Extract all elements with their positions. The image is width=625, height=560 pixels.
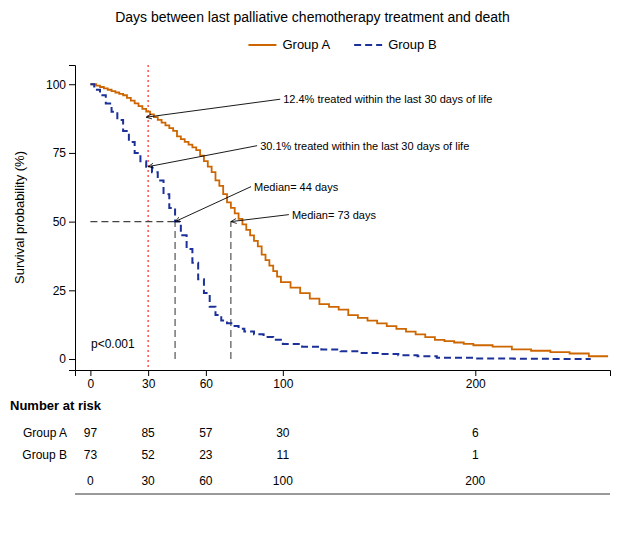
y-tick-mark xyxy=(69,153,75,154)
legend-item: Group A xyxy=(248,37,330,52)
x-axis: 0 30 60 100 200 xyxy=(76,370,611,391)
reference-line xyxy=(90,221,175,222)
risk-time-label: 60 xyxy=(199,474,213,488)
risk-row-label: Group A xyxy=(23,426,67,440)
x-tick: 100 xyxy=(273,370,293,391)
x-tick: 0 xyxy=(88,370,95,391)
annotation: 12.4% treated within the last 30 days of… xyxy=(283,93,492,105)
y-tick-mark xyxy=(69,359,75,360)
reference-line xyxy=(230,222,231,359)
x-tick: 60 xyxy=(200,370,214,391)
risk-time-label: 0 xyxy=(87,474,94,488)
y-tick-label: 75 xyxy=(53,146,67,160)
x-tick-mark xyxy=(206,370,207,376)
x-tick-mark xyxy=(475,370,476,376)
annotations: 12.4% treated within the last 30 days of… xyxy=(91,93,492,351)
risk-count: 1 xyxy=(472,448,479,462)
title: Days between last palliative chemotherap… xyxy=(115,9,510,25)
y-tick: 50 xyxy=(53,215,75,229)
risk-time-label: 200 xyxy=(465,474,485,488)
annotation: Median= 44 days xyxy=(254,181,339,193)
risk-time-label: 30 xyxy=(141,474,155,488)
reference-line xyxy=(148,65,149,370)
survival-curve xyxy=(90,84,608,356)
risk-table-title: Number at risk xyxy=(10,398,102,413)
y-tick-mark xyxy=(69,84,75,85)
x-tick-mark xyxy=(148,370,149,376)
x-tick: 200 xyxy=(466,370,486,391)
y-tick-label: 100 xyxy=(46,78,66,92)
y-tick: 75 xyxy=(53,146,75,160)
legend-swatch xyxy=(354,44,382,46)
x-tick-mark xyxy=(90,370,91,376)
annotation-arrow xyxy=(146,99,280,117)
y-tick: 100 xyxy=(46,78,75,92)
legend-item: Group B xyxy=(354,37,436,52)
risk-count: 97 xyxy=(84,426,98,440)
annotation-arrow xyxy=(175,187,251,222)
y-axis-line xyxy=(69,66,76,371)
risk-count: 52 xyxy=(141,448,155,462)
y-tick: 0 xyxy=(59,352,75,366)
x-tick-mark xyxy=(283,370,284,376)
y-axis-title: Survival probability (%) xyxy=(12,151,27,284)
legend-label: Group B xyxy=(388,37,436,52)
x-tick: 30 xyxy=(142,370,156,391)
x-tick-label: 60 xyxy=(200,377,214,391)
risk-count: 30 xyxy=(276,426,290,440)
annotation-arrow xyxy=(148,146,257,167)
risk-count: 73 xyxy=(84,448,98,462)
y-tick-label: 0 xyxy=(59,352,66,366)
risk-row-label: Group B xyxy=(22,448,67,462)
risk-count: 23 xyxy=(199,448,213,462)
risk-count: 57 xyxy=(199,426,213,440)
risk-count: 85 xyxy=(141,426,155,440)
y-tick-mark xyxy=(69,222,75,223)
legend-swatch xyxy=(248,44,276,46)
y-tick-mark xyxy=(69,290,75,291)
y-tick: 25 xyxy=(53,284,75,298)
y-tick-label: 50 xyxy=(53,215,67,229)
x-tick-label: 200 xyxy=(466,377,486,391)
reference-line xyxy=(175,222,176,359)
legend: Group A Group B xyxy=(248,37,436,52)
y-tick-label: 25 xyxy=(53,284,67,298)
x-tick-label: 100 xyxy=(273,377,293,391)
annotation: p<0.001 xyxy=(91,337,135,351)
x-tick-label: 0 xyxy=(88,377,95,391)
plot-area xyxy=(90,65,608,370)
x-axis-line xyxy=(76,371,611,377)
survival-curve xyxy=(90,84,590,359)
risk-count: 6 xyxy=(472,426,479,440)
risk-count: 11 xyxy=(277,448,290,462)
y-axis: 0 25 50 75 100 xyxy=(46,66,76,371)
annotation-arrow xyxy=(231,215,289,222)
annotation: 30.1% treated within the last 30 days of… xyxy=(260,140,469,152)
risk-time-label: 100 xyxy=(273,474,293,488)
risk-table-rule xyxy=(75,494,610,495)
risk-table: Number at risk Group A 97 85 57 30 6 Group B 73 5… xyxy=(10,398,610,494)
annotation: Median= 73 days xyxy=(292,209,377,221)
chart: Days between last palliative chemotherap… xyxy=(0,0,625,560)
x-tick-label: 30 xyxy=(142,377,156,391)
legend-label: Group A xyxy=(282,37,330,52)
